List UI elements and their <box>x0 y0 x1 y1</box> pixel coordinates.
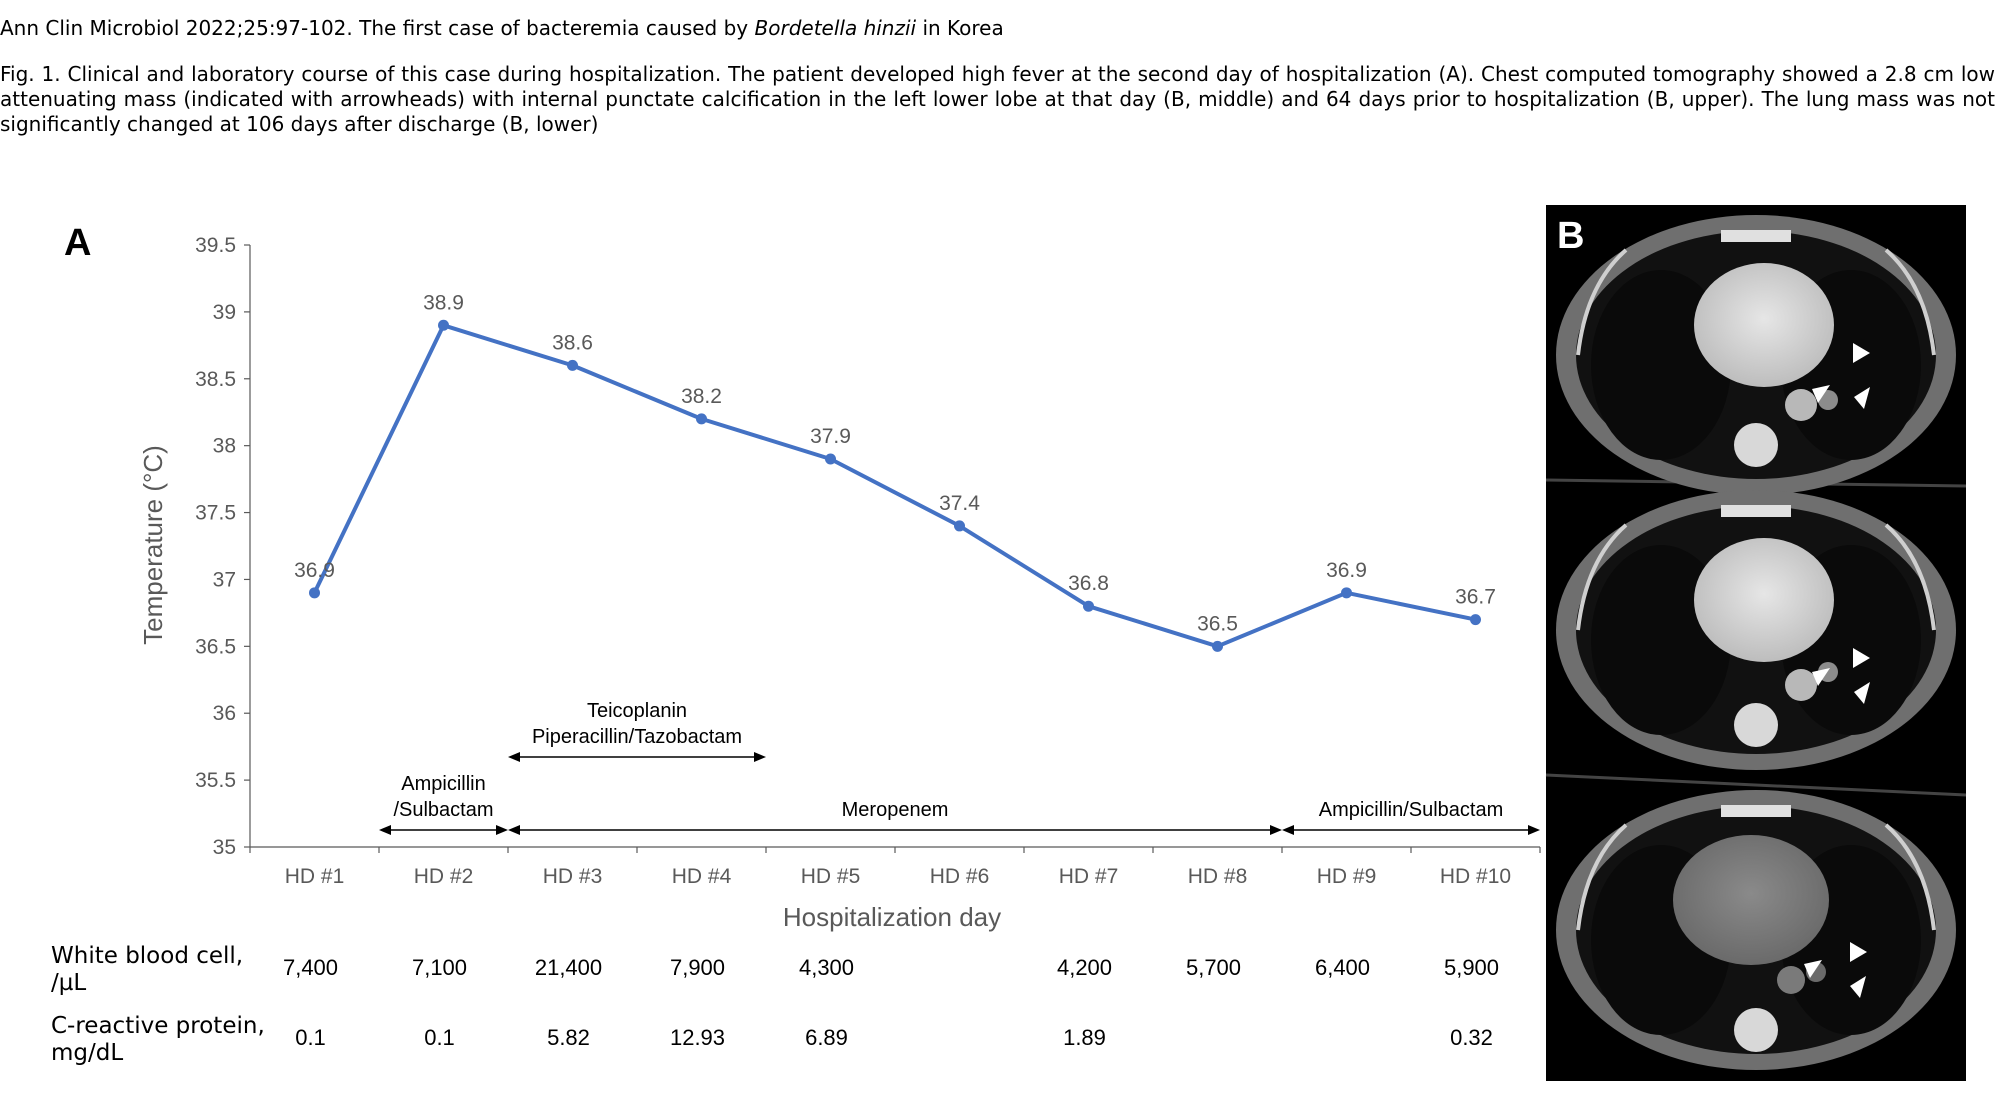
data-point <box>954 520 965 532</box>
data-label: 37.4 <box>939 492 980 515</box>
data-label: 38.2 <box>681 385 722 408</box>
data-point <box>1083 600 1094 612</box>
lab-row-label: /µL <box>51 970 86 996</box>
citation: Ann Clin Microbiol 2022;25:97-102. The f… <box>0 16 1004 40</box>
ct-divider-2 <box>1545 773 1967 797</box>
y-axis-label: Temperature (°C) <box>138 445 168 645</box>
y-tick-label: 37.5 <box>195 502 236 525</box>
panel-b-ct-images: B <box>1545 205 1967 1081</box>
x-axis-label: Hospitalization day <box>783 902 1001 932</box>
citation-organism: Bordetella hinzii <box>754 16 917 40</box>
y-tick-label: 36.5 <box>195 635 236 658</box>
y-tick-label: 37 <box>213 568 236 591</box>
lab-cell: 6,400 <box>1315 955 1370 980</box>
lab-cell: 5.82 <box>547 1025 590 1050</box>
temperature-series-line <box>312 323 1476 649</box>
treatment-arrows: Ampicillin/Sulbactam Teicoplanin Piperacil… <box>379 700 1540 835</box>
data-label: 38.6 <box>552 331 593 354</box>
lab-cell: 4,300 <box>799 955 854 980</box>
y-tick-label: 35 <box>213 836 236 859</box>
lab-cell: 21,400 <box>535 955 602 980</box>
data-label: 36.7 <box>1455 586 1496 609</box>
lab-table: White blood cell,/µL 7,400 7,100 21,400 7,90… <box>51 943 1499 1066</box>
treatment-label: /Sulbactam <box>393 799 493 821</box>
treatment-arrowhead-right <box>754 752 766 762</box>
treatment-label: Meropenem <box>842 799 949 821</box>
lab-cell: 1.89 <box>1063 1025 1106 1050</box>
panel-a-label: A <box>64 222 91 264</box>
lab-row-label: mg/dL <box>51 1040 123 1066</box>
x-tick-label: HD #8 <box>1188 865 1248 888</box>
lab-cell: 4,200 <box>1057 955 1112 980</box>
data-point <box>1212 640 1223 652</box>
x-tick-label: HD #4 <box>672 865 732 888</box>
lab-row-label: White blood cell, <box>51 943 243 969</box>
y-tick-label: 36 <box>213 702 236 725</box>
x-tick-label: HD #1 <box>285 865 345 888</box>
y-ticks: 35 35.5 36 36.5 37 37.5 38 38.5 39 39.5 <box>195 234 250 859</box>
treatment-label: Teicoplanin <box>587 700 687 722</box>
x-tick-label: HD #2 <box>414 865 474 888</box>
data-label: 36.8 <box>1068 572 1109 595</box>
y-tick-label: 38.5 <box>195 368 236 391</box>
lab-cell: 0.1 <box>295 1025 326 1050</box>
data-label: 36.9 <box>294 559 335 582</box>
y-tick-label: 35.5 <box>195 769 236 792</box>
data-label: 36.9 <box>1326 559 1367 582</box>
data-point <box>567 359 578 371</box>
data-point <box>696 413 707 425</box>
x-tick-label: HD #10 <box>1440 865 1511 888</box>
data-point <box>438 319 449 331</box>
treatment-arrowhead-left <box>379 825 391 835</box>
x-tick-label: HD #6 <box>930 865 990 888</box>
lab-row-label: C-reactive protein, <box>51 1013 265 1039</box>
x-tick-label: HD #5 <box>801 865 861 888</box>
citation-prefix: Ann Clin Microbiol 2022;25:97-102. The f… <box>0 16 755 40</box>
figure-caption-text: Fig. 1. Clinical and laboratory course o… <box>0 62 1995 136</box>
data-point <box>1470 614 1481 626</box>
treatment-label: Ampicillin <box>401 773 485 795</box>
y-tick-label: 39.5 <box>195 234 236 257</box>
treatment-label: Piperacillin/Tazobactam <box>532 726 742 748</box>
lab-cell: 6.89 <box>805 1025 848 1050</box>
treatment-label: Ampicillin/Sulbactam <box>1319 799 1504 821</box>
treatment-arrowhead-right <box>1528 825 1540 835</box>
lab-cell: 7,900 <box>670 955 725 980</box>
data-label: 38.9 <box>423 291 464 314</box>
y-tick-label: 39 <box>213 301 236 324</box>
lab-cell: 5,900 <box>1444 955 1499 980</box>
x-ticks: HD #1 HD #2 HD #3 HD #4 HD #5 HD #6 HD #7 HD #8… <box>249 847 1541 888</box>
citation-suffix: in Korea <box>916 16 1004 40</box>
treatment-arrowhead-left <box>508 825 520 835</box>
temperature-points <box>309 319 1481 652</box>
lab-cell: 5,700 <box>1186 955 1241 980</box>
data-point <box>309 587 320 599</box>
lab-cell: 0.1 <box>424 1025 455 1050</box>
panel-b-label: B <box>1557 215 1584 257</box>
lab-cell: 12.93 <box>670 1025 725 1050</box>
ct-middle <box>1556 490 1956 770</box>
y-tick-label: 38 <box>213 435 236 458</box>
lab-cell: 7,400 <box>283 955 338 980</box>
lab-cell: 0.32 <box>1450 1025 1493 1050</box>
ct-upper <box>1556 215 1956 495</box>
x-tick-label: HD #9 <box>1317 865 1377 888</box>
treatment-arrowhead-left <box>508 752 520 762</box>
data-point <box>825 453 836 465</box>
temperature-data-labels: 36.9 38.9 38.6 38.2 37.9 37.4 36.8 36.5 36.9 36.7 <box>294 291 1496 635</box>
lab-cell: 7,100 <box>412 955 467 980</box>
x-tick-label: HD #7 <box>1059 865 1119 888</box>
data-label: 37.9 <box>810 425 851 448</box>
figure-caption: Fig. 1. Clinical and laboratory course o… <box>0 62 1995 137</box>
ct-lower <box>1556 790 1956 1070</box>
treatment-arrowhead-left <box>1282 825 1294 835</box>
x-tick-label: HD #3 <box>543 865 603 888</box>
treatment-arrowhead-right <box>496 825 508 835</box>
data-point <box>1341 587 1352 599</box>
data-label: 36.5 <box>1197 612 1238 635</box>
treatment-arrowhead-right <box>1270 825 1282 835</box>
